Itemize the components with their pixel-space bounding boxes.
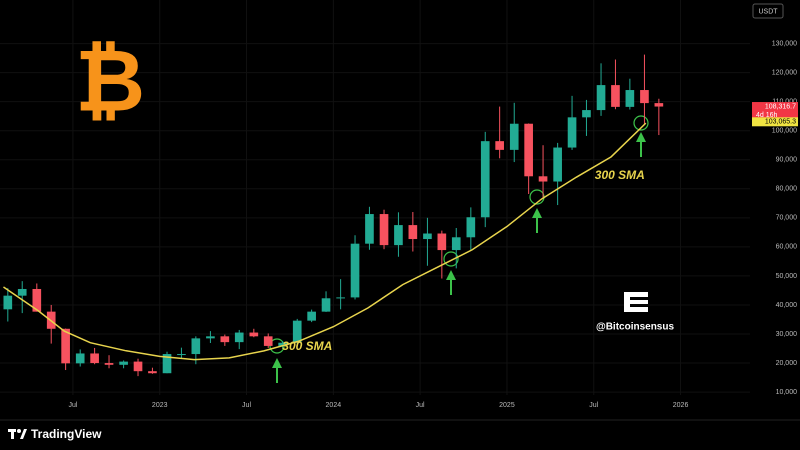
candle-body [524,123,533,177]
touch-circle [633,115,649,131]
logo-part [11,429,14,439]
tradingview-logo [8,429,27,439]
candle-body [162,354,172,374]
candle-body [119,361,128,365]
candle-body [611,85,620,107]
y-tick-label: 110,000 [772,98,797,105]
candle-body [263,336,273,346]
x-tick-label: Jul [242,402,251,409]
price-label: 103,065.3 [765,119,796,126]
candle-body [596,85,606,111]
logo-part [624,292,648,297]
footer-brand: TradingView [31,427,102,441]
candle-body [104,363,114,365]
y-tick-label: 10,000 [776,389,798,396]
x-tick-label: 2024 [326,402,342,409]
logo-part [624,307,648,312]
candle-body [307,311,316,321]
x-tick-label: Jul [68,402,77,409]
candle-body [640,90,649,104]
candle-body [582,110,591,118]
annotation: 300 SMA [595,168,645,182]
candle-body [538,176,548,182]
y-tick-label: 40,000 [776,302,798,309]
candle-body [17,288,27,296]
candle-body [292,320,302,343]
candle-body [148,371,157,374]
logo-part [20,429,27,439]
candle-body [350,243,360,298]
logo-part [17,429,21,433]
candle-body [480,141,490,218]
candle-body [206,336,215,339]
candle-body [423,233,432,240]
logo-part [624,300,648,304]
arrow [532,208,542,233]
candle-body [234,332,244,343]
arrow [636,132,646,157]
price-label-box [752,117,798,127]
candle-body [32,288,42,312]
candle-body [567,117,577,148]
candle-body [336,297,345,299]
y-tick-label: 70,000 [776,215,798,222]
x-tick-label: 2026 [673,402,689,409]
y-tick-label: 100,000 [772,128,797,135]
annotation: 300 SMA [282,339,332,353]
currency: USDT [758,8,778,15]
candle-body [133,361,143,372]
logo-part [624,292,630,312]
candle-body [191,338,201,355]
y-tick-label: 30,000 [776,331,798,338]
candle-body [509,123,519,150]
arrow [446,270,456,295]
candle-body [553,147,562,182]
x-tick-label: Jul [416,402,425,409]
candle-body [61,328,70,364]
candle-body [394,225,403,246]
candle-body [220,336,230,343]
touch-circle [443,251,459,267]
y-tick-label: 90,000 [776,157,798,164]
y-tick-label: 120,000 [772,69,797,76]
candle-body [451,237,461,251]
candle-body [278,342,287,346]
countdown-label: 4d 16h [756,112,778,119]
candle-body [75,353,85,364]
candle-body [90,353,99,364]
y-tick-label: 20,000 [776,360,798,367]
y-tick-label: 130,000 [772,40,797,47]
candle-body [3,295,13,310]
candle-body [437,233,447,251]
candle-body [466,217,476,238]
candle-body [379,214,389,246]
candle-body [249,332,259,337]
handle: @Bitcoinsensus [596,322,675,333]
candle-body [495,141,504,150]
candle-body [654,103,664,107]
brand-logo [624,292,648,312]
y-tick-label: 80,000 [776,186,798,193]
candle-body [177,354,186,356]
candle-body [365,214,374,244]
y-tick-label: 50,000 [776,273,798,280]
x-tick-label: Jul [589,402,598,409]
x-tick-label: 2023 [152,402,168,409]
bitcoin-logo: ₿ [75,34,145,130]
x-tick-label: 2025 [499,402,515,409]
sma-line [3,122,647,361]
y-tick-label: 60,000 [776,244,798,251]
candle-body [625,90,635,107]
arrow [272,358,282,383]
currency-box [752,3,784,19]
price-label-box [752,102,798,121]
candle-body [321,298,331,312]
price-label: 108,316.7 [765,103,796,110]
candle-body [408,225,418,240]
